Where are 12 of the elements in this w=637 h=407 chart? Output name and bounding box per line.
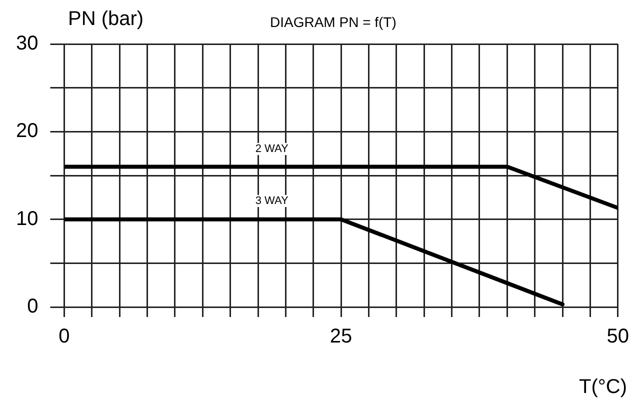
- y-tick-label: 20: [16, 120, 38, 142]
- x-tick-label: 25: [330, 326, 352, 348]
- x-tick-label: 50: [606, 326, 629, 348]
- chart-title: DIAGRAM PN = f(T): [270, 14, 396, 30]
- x-axis-title: T(°C): [579, 376, 627, 399]
- x-tick-label: 0: [58, 326, 70, 348]
- y-tick-label: 0: [27, 296, 38, 318]
- y-tick-label: 30: [16, 32, 38, 55]
- y-tick-label: 10: [16, 208, 38, 230]
- y-axis-title: PN (bar): [68, 8, 144, 31]
- series-label: 3 WAY: [253, 195, 290, 208]
- series-label: 2 WAY: [253, 142, 290, 155]
